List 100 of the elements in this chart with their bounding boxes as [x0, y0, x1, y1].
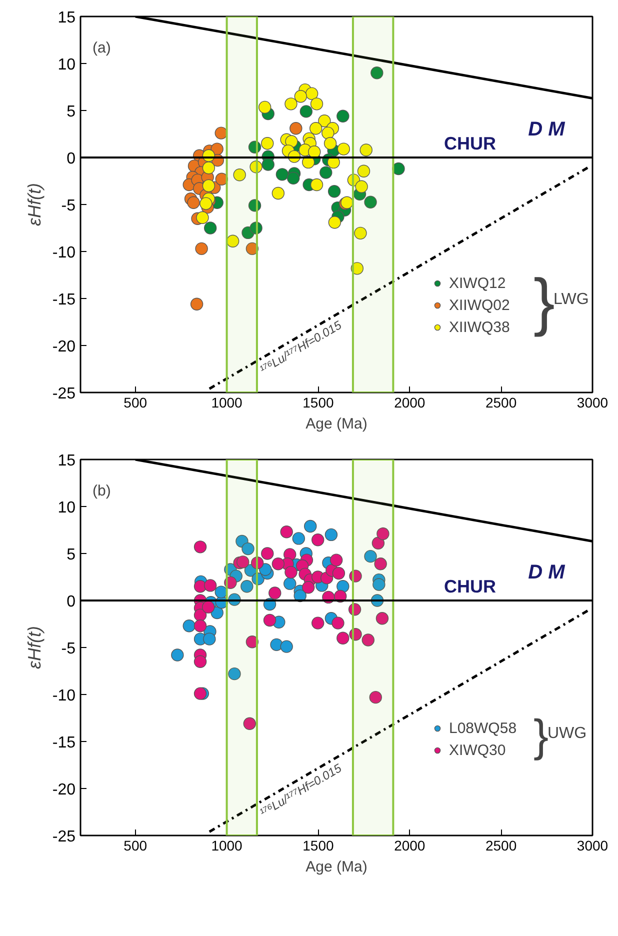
x-tick-label: 500 [124, 394, 148, 410]
point [370, 66, 384, 80]
point [284, 577, 296, 590]
point [349, 570, 362, 582]
y-tick-label: 5 [66, 546, 76, 564]
point [305, 87, 318, 100]
point [348, 603, 362, 616]
point [286, 172, 300, 185]
point [215, 172, 228, 186]
point [309, 122, 322, 135]
point [242, 542, 254, 556]
y-tick-label: 15 [58, 10, 76, 26]
y-tick-label: 0 [66, 594, 76, 610]
point [355, 180, 368, 193]
x-tick-label: 2000 [394, 838, 426, 854]
point [203, 632, 216, 646]
annotation: D M [528, 118, 566, 140]
annotation: (b) [92, 482, 111, 500]
point [332, 566, 346, 580]
point [236, 556, 250, 568]
x-axis-title: Age (Ma) [306, 416, 368, 432]
point [252, 572, 264, 586]
point [194, 687, 207, 700]
point [324, 137, 337, 150]
point [263, 614, 276, 627]
point [226, 234, 240, 248]
point [272, 558, 285, 570]
legend-label: XIIWQ38 [449, 318, 511, 337]
point [280, 640, 293, 653]
point [320, 166, 332, 179]
point [246, 636, 259, 648]
point [350, 262, 364, 275]
point [259, 563, 272, 576]
point [246, 242, 259, 256]
point [328, 185, 341, 198]
x-tick-label: 2500 [486, 394, 517, 410]
point [310, 98, 324, 110]
point [332, 616, 344, 630]
point [318, 114, 331, 128]
point [312, 616, 324, 630]
point [280, 526, 293, 538]
point [354, 226, 367, 240]
x-axis-title: Age (Ma) [306, 858, 368, 876]
point [250, 160, 262, 174]
x-tick-label: 1000 [211, 394, 243, 410]
point [194, 540, 207, 554]
point [336, 110, 350, 122]
point [258, 100, 272, 114]
point [240, 580, 254, 593]
legend-label: L08WQ58 [449, 718, 518, 738]
x-tick-label: 500 [124, 838, 148, 854]
y-axis-title: εHf(t) [24, 183, 44, 226]
y-tick-label: -10 [52, 244, 76, 262]
y-tick-label: -20 [52, 782, 76, 798]
point [300, 105, 312, 118]
point [204, 222, 217, 234]
point [369, 690, 382, 704]
point [374, 558, 387, 570]
y-axis-title: εHf(t) [24, 626, 44, 669]
point [187, 196, 200, 209]
point [204, 579, 217, 592]
point [261, 137, 274, 150]
point [349, 628, 362, 641]
point [214, 126, 228, 140]
x-tick-label: 1000 [211, 838, 243, 854]
point [302, 581, 315, 594]
point [290, 122, 302, 135]
point [322, 126, 334, 140]
y-tick-label: -5 [61, 640, 76, 658]
point [214, 586, 228, 598]
point [284, 566, 298, 579]
point [182, 620, 196, 632]
point [243, 717, 256, 730]
point [362, 634, 374, 646]
x-tick-label: 2500 [486, 838, 517, 854]
point [337, 142, 350, 156]
y-tick-label: 0 [66, 150, 76, 168]
point [194, 620, 207, 632]
point [248, 199, 262, 212]
point [376, 527, 390, 540]
point [200, 197, 212, 210]
point [195, 242, 208, 256]
point [310, 178, 324, 192]
point [196, 211, 209, 224]
point [292, 532, 305, 545]
point [224, 576, 237, 589]
point [360, 144, 372, 156]
y-tick-label: 10 [58, 56, 76, 74]
point [364, 196, 377, 208]
point [233, 168, 246, 182]
point [202, 179, 216, 192]
point [336, 632, 350, 644]
y-tick-label: -10 [52, 688, 76, 704]
point [202, 162, 216, 174]
x-tick-label: 3000 [576, 394, 608, 410]
point [262, 158, 274, 171]
point [376, 612, 389, 625]
y-tick-label: -15 [52, 292, 76, 308]
x-tick-label: 1500 [302, 838, 334, 854]
point [336, 580, 350, 593]
